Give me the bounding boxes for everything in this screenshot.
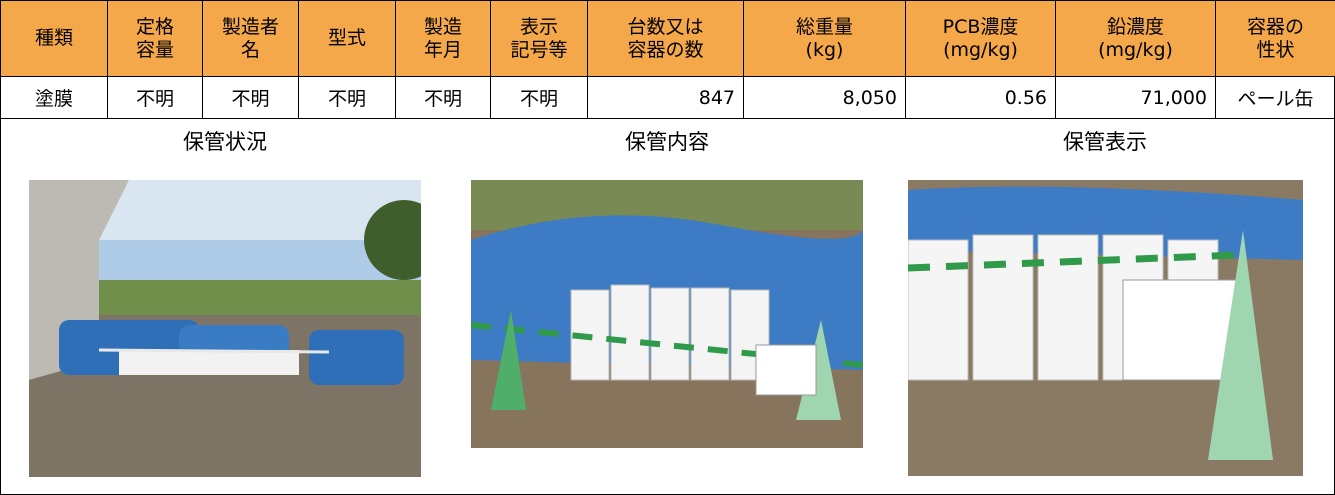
record-table: 種類 定格 容量 製造者名型式 製造 年月 表示 記号等 台数又は 容器の数 総重量 (kg) PCB濃… xyxy=(0,0,1335,119)
header-text: 容器の xyxy=(1246,15,1304,38)
data-row: 塗膜 不明 不明 不明 不明 不明 847 8,050 0.56 71,000 ペール缶 xyxy=(0,76,1335,119)
photo-section: 保管状況 保管内容 保管表示 xyxy=(1,119,1334,494)
header-text: 表示 xyxy=(519,15,558,38)
header-cell: 表示 記号等 xyxy=(490,0,588,77)
data-cell: 71,000 xyxy=(1055,76,1216,119)
header-text: 鉛濃度 xyxy=(1106,15,1164,38)
photo-caption: 保管表示 xyxy=(1063,130,1147,154)
photo-caption: 保管状況 xyxy=(183,130,267,154)
header-text: 製造者 xyxy=(221,15,279,38)
data-cell: 不明 xyxy=(490,76,588,119)
data-cell: ペール缶 xyxy=(1215,76,1335,119)
data-cell: 不明 xyxy=(395,76,491,119)
header-text: 記号等 xyxy=(510,38,568,61)
header-cell: 製造者名 xyxy=(202,0,299,77)
header-text: 年月 xyxy=(423,38,462,61)
header-text: 型式 xyxy=(327,27,366,49)
data-cell: 847 xyxy=(587,76,744,119)
header-row: 種類 定格 容量 製造者名型式 製造 年月 表示 記号等 台数又は 容器の数 総重量 (kg) PCB濃… xyxy=(0,0,1335,77)
data-cell: 塗膜 xyxy=(0,76,108,119)
header-cell: PCB濃度 (mg/kg) xyxy=(905,0,1056,77)
header-text: 製造 xyxy=(423,15,462,38)
header-text: (mg/kg) xyxy=(1098,38,1173,61)
data-cell: 不明 xyxy=(298,76,396,119)
header-text: 台数又は xyxy=(627,15,704,38)
header-text: (mg/kg) xyxy=(943,38,1018,61)
photo-storage-contents xyxy=(471,180,863,448)
header-text: 名 xyxy=(240,38,260,61)
header-text: 容器の数 xyxy=(627,38,704,61)
header-text: 性状 xyxy=(1256,38,1295,61)
header-text: 定格 xyxy=(135,15,174,38)
header-cell: 総重量 (kg) xyxy=(743,0,906,77)
photo-storage-situation xyxy=(29,180,421,477)
header-text: PCB濃度 xyxy=(942,15,1019,38)
header-text: 総重量 xyxy=(795,15,853,38)
header-text: (kg) xyxy=(805,38,844,61)
header-text: 種類 xyxy=(34,27,73,49)
header-text: 容量 xyxy=(135,38,174,61)
header-cell: 種類 xyxy=(0,0,108,77)
header-cell: 型式 xyxy=(298,0,396,77)
data-cell: 0.56 xyxy=(905,76,1056,119)
header-cell: 台数又は 容器の数 xyxy=(587,0,744,77)
photo-storage-label xyxy=(908,180,1303,476)
header-cell: 鉛濃度 (mg/kg) xyxy=(1055,0,1216,77)
data-cell: 8,050 xyxy=(743,76,906,119)
header-cell: 容器の 性状 xyxy=(1215,0,1335,77)
data-cell: 不明 xyxy=(107,76,203,119)
data-cell: 不明 xyxy=(202,76,299,119)
header-cell: 製造 年月 xyxy=(395,0,491,77)
header-cell: 定格 容量 xyxy=(107,0,203,77)
photo-caption: 保管内容 xyxy=(625,130,709,154)
